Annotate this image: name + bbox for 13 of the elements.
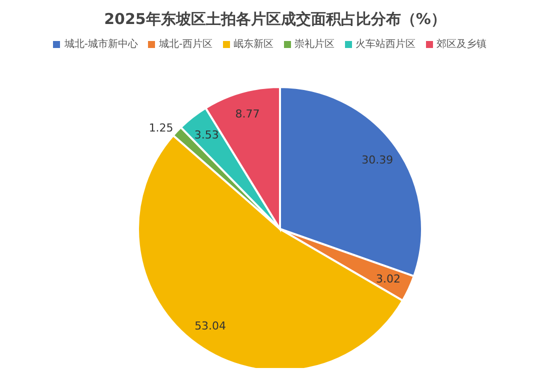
- legend-label: 崇礼片区: [294, 39, 335, 50]
- legend-label: 岷东新区: [234, 39, 274, 50]
- data-label: 3.53: [194, 128, 219, 142]
- legend-label: 城北-西片区: [159, 39, 213, 50]
- data-label: 8.77: [235, 108, 260, 121]
- data-label: 1.25: [148, 121, 174, 134]
- legend-label: 火车站西片区: [356, 39, 416, 50]
- data-label: 30.39: [362, 154, 394, 167]
- chart-title: 2025年东坡区土拍各片区成交面积占比分布（%）: [103, 9, 447, 30]
- legend-label: 城北-城市新中心: [64, 39, 138, 50]
- data-label: 3.02: [376, 272, 400, 286]
- legend-label: 郊区及乡镇: [436, 39, 487, 50]
- data-label: 53.04: [194, 319, 226, 332]
